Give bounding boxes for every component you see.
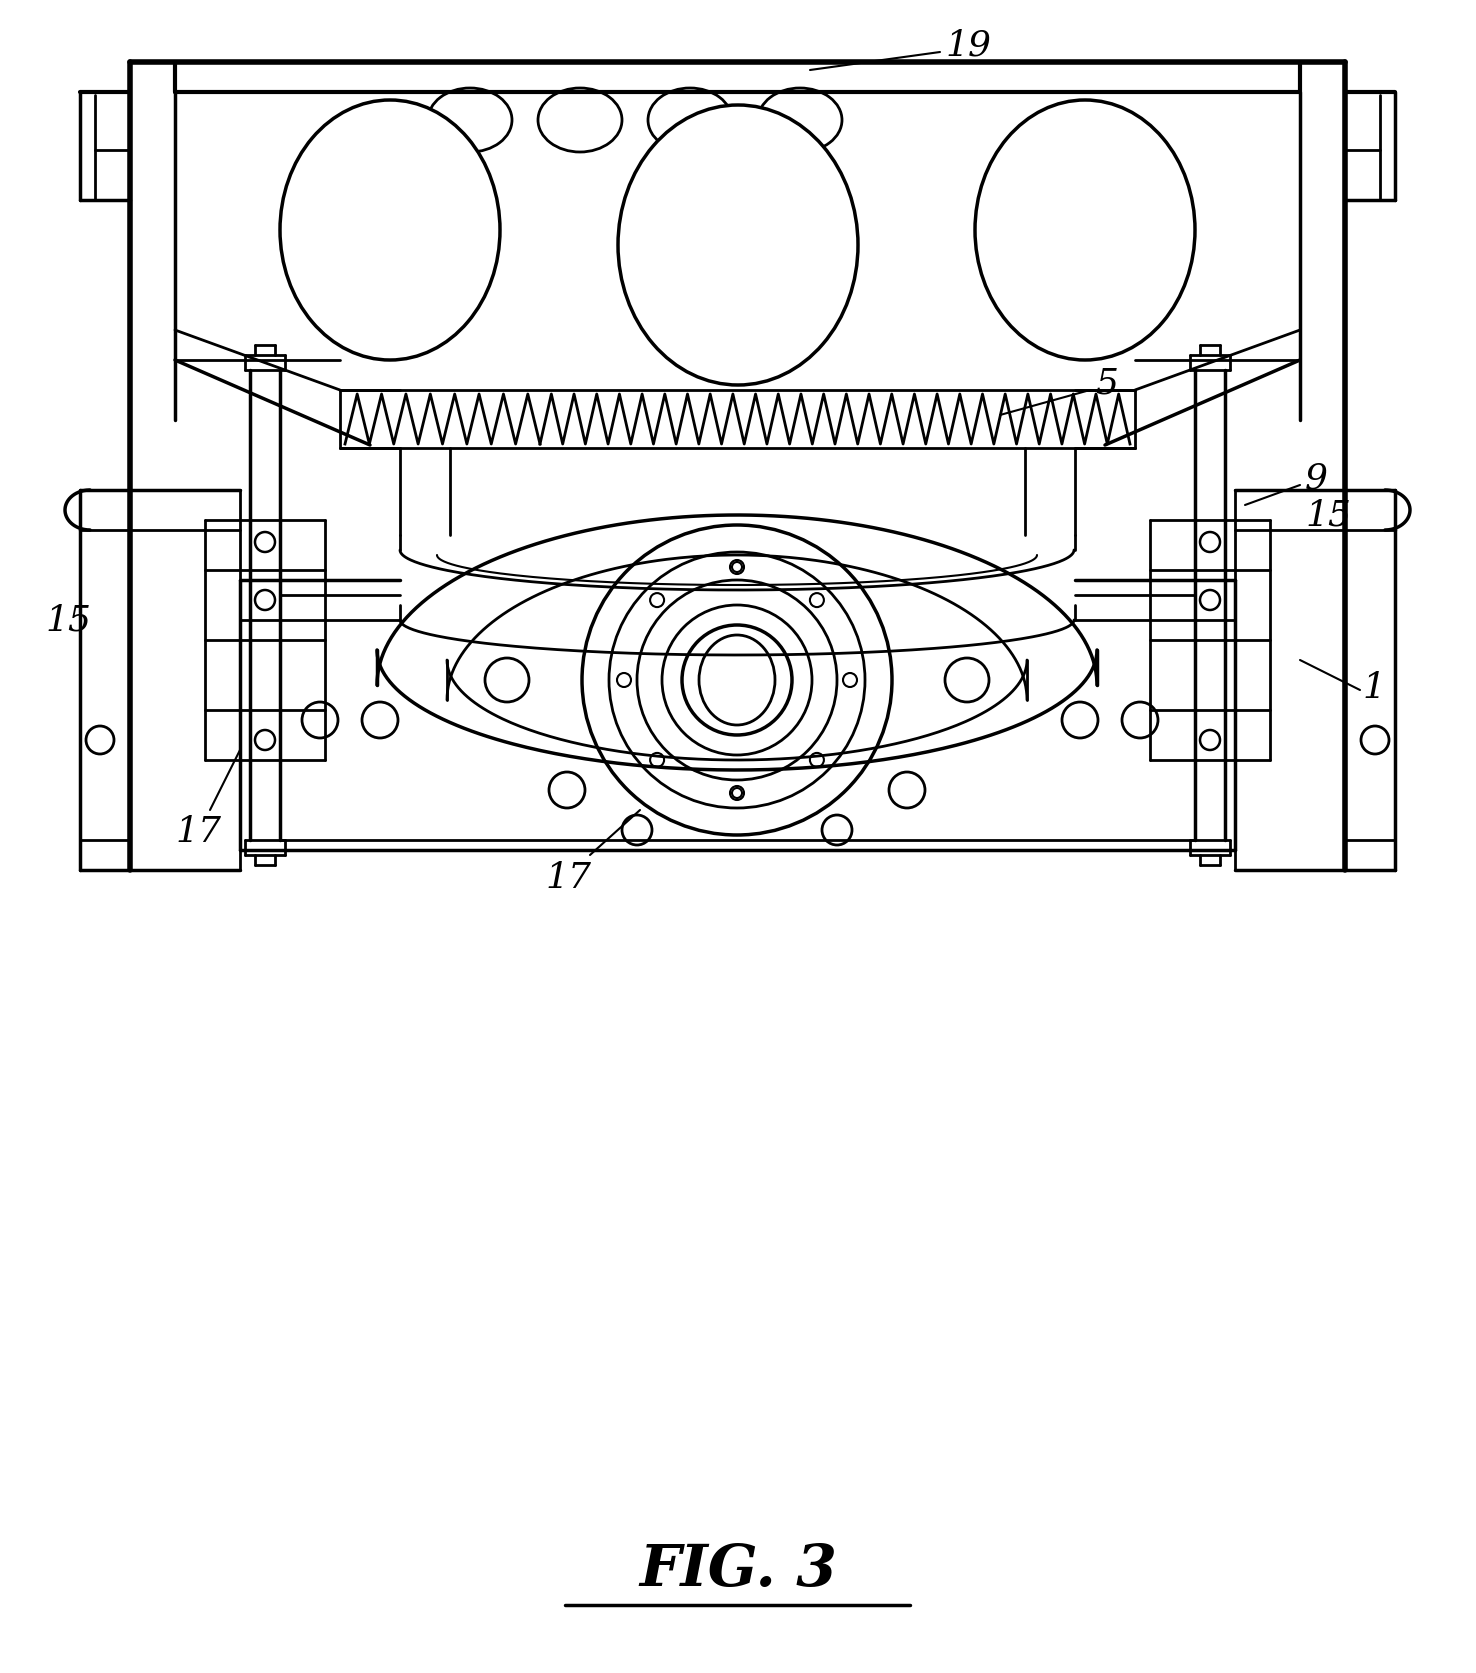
Circle shape <box>889 771 925 808</box>
Text: 1: 1 <box>1362 671 1384 704</box>
Text: 17: 17 <box>176 815 221 848</box>
Circle shape <box>1200 729 1221 750</box>
Ellipse shape <box>759 89 841 152</box>
Circle shape <box>362 703 399 738</box>
Text: 9: 9 <box>1305 462 1328 495</box>
Circle shape <box>682 626 793 734</box>
Circle shape <box>1361 726 1389 755</box>
Ellipse shape <box>976 100 1196 360</box>
Text: 15: 15 <box>1305 499 1351 532</box>
Text: 17: 17 <box>545 862 590 895</box>
Circle shape <box>255 729 275 750</box>
Circle shape <box>663 606 812 755</box>
Text: 19: 19 <box>945 28 990 62</box>
Ellipse shape <box>648 89 732 152</box>
Ellipse shape <box>537 89 621 152</box>
Circle shape <box>303 703 338 738</box>
Circle shape <box>255 532 275 552</box>
Circle shape <box>486 657 528 703</box>
Circle shape <box>638 581 837 780</box>
Text: 15: 15 <box>44 602 92 637</box>
Circle shape <box>549 771 584 808</box>
Circle shape <box>732 562 742 572</box>
Circle shape <box>810 594 824 607</box>
Circle shape <box>617 673 632 688</box>
Circle shape <box>582 525 892 835</box>
Ellipse shape <box>280 100 500 360</box>
Ellipse shape <box>700 636 775 724</box>
Circle shape <box>1200 532 1221 552</box>
Text: FIG. 3: FIG. 3 <box>639 1543 837 1598</box>
Circle shape <box>731 560 744 574</box>
Circle shape <box>610 552 865 808</box>
Circle shape <box>810 753 824 766</box>
Circle shape <box>822 815 852 845</box>
Circle shape <box>649 753 664 766</box>
Circle shape <box>86 726 114 755</box>
Circle shape <box>731 786 744 800</box>
Circle shape <box>1122 703 1159 738</box>
Circle shape <box>1200 591 1221 611</box>
Circle shape <box>945 657 989 703</box>
Text: 5: 5 <box>1095 366 1117 400</box>
Circle shape <box>1063 703 1098 738</box>
Circle shape <box>649 594 664 607</box>
Circle shape <box>843 673 858 688</box>
Ellipse shape <box>428 89 512 152</box>
Circle shape <box>621 815 652 845</box>
Circle shape <box>255 591 275 611</box>
Ellipse shape <box>618 105 858 385</box>
Circle shape <box>732 788 742 798</box>
